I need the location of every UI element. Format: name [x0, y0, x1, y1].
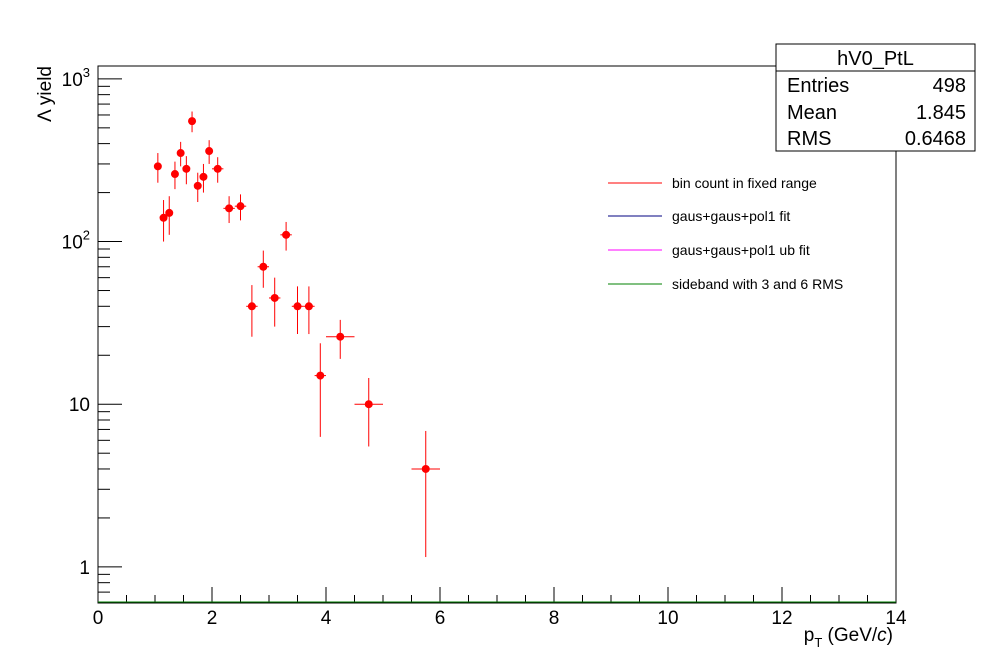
- x-tick-label: 0: [93, 608, 104, 629]
- data-point: [176, 141, 185, 167]
- data-point: [170, 161, 179, 190]
- data-marker: [259, 262, 268, 271]
- data-marker: [159, 213, 168, 222]
- data-point: [257, 250, 269, 288]
- data-marker: [282, 230, 291, 239]
- data-marker: [293, 302, 302, 311]
- data-marker: [182, 164, 191, 173]
- data-marker: [364, 400, 373, 409]
- data-marker: [199, 172, 208, 181]
- data-point: [269, 277, 281, 327]
- data-point: [199, 163, 208, 193]
- data-point: [153, 153, 162, 183]
- y-axis: 1 10 102 103: [62, 65, 122, 604]
- stats-label-entries: Entries: [787, 75, 849, 97]
- data-point: [234, 194, 247, 221]
- data-point: [314, 343, 326, 437]
- x-tick-label: 12: [771, 608, 792, 629]
- data-point: [182, 156, 191, 185]
- stats-value-mean: 1.845: [916, 102, 966, 124]
- data-marker: [316, 371, 325, 380]
- data-point: [280, 221, 292, 251]
- data-point: [159, 200, 168, 242]
- data-marker: [213, 164, 222, 173]
- data-point: [354, 377, 383, 447]
- data-point: [303, 286, 315, 335]
- data-marker: [270, 293, 279, 302]
- legend: bin count in fixed range gaus+gaus+pol1 f…: [608, 175, 843, 292]
- y-tick-label: 102: [62, 228, 90, 254]
- data-point: [165, 196, 174, 235]
- data-marker: [193, 181, 202, 190]
- data-marker: [170, 170, 179, 179]
- stats-label-mean: Mean: [787, 102, 837, 124]
- data-marker: [236, 202, 245, 211]
- data-marker: [165, 208, 174, 217]
- y-tick-label: 103: [62, 65, 90, 91]
- y-axis-title: Λ yield: [35, 66, 56, 122]
- x-axis-title: pT (GeV/c): [804, 625, 893, 650]
- data-point: [223, 196, 235, 224]
- x-tick-label: 14: [885, 608, 907, 629]
- data-point: [205, 140, 214, 164]
- data-marker: [205, 147, 214, 156]
- stats-value-rms: 0.6468: [905, 128, 966, 150]
- data-point: [291, 286, 304, 335]
- data-point: [193, 172, 202, 203]
- stats-box: hV0_PtL Entries 498 Mean 1.845 RMS 0.646…: [775, 43, 976, 152]
- x-tick-label: 2: [207, 608, 218, 629]
- stats-value-entries: 498: [933, 75, 966, 97]
- x-tick-label: 4: [321, 608, 332, 629]
- data-point: [326, 319, 355, 359]
- stats-box-frame: [775, 43, 976, 152]
- data-point: [411, 430, 440, 558]
- stats-title: hV0_PtL: [837, 48, 914, 70]
- data-marker: [336, 332, 345, 341]
- x-axis: 0 2 4 6 8 10 12 14: [93, 587, 907, 629]
- legend-label: gaus+gaus+pol1 ub fit: [672, 242, 810, 258]
- x-tick-label: 8: [549, 608, 560, 629]
- legend-label: sideband with 3 and 6 RMS: [672, 276, 843, 292]
- y-tick-label: 10: [69, 395, 90, 416]
- x-tick-label: 10: [657, 608, 678, 629]
- data-point: [188, 111, 197, 133]
- data-marker: [153, 162, 162, 171]
- legend-label: gaus+gaus+pol1 fit: [672, 208, 790, 224]
- data-point: [212, 157, 224, 183]
- data-marker: [421, 464, 430, 473]
- stats-label-rms: RMS: [787, 128, 831, 150]
- x-tick-label: 6: [435, 608, 446, 629]
- data-points: [153, 111, 440, 558]
- data-point: [246, 285, 258, 337]
- data-marker: [247, 302, 256, 311]
- y-tick-label: 1: [79, 558, 90, 579]
- legend-label: bin count in fixed range: [672, 175, 817, 191]
- data-marker: [304, 302, 313, 311]
- data-marker: [176, 149, 185, 158]
- data-marker: [225, 204, 234, 213]
- data-marker: [188, 117, 197, 126]
